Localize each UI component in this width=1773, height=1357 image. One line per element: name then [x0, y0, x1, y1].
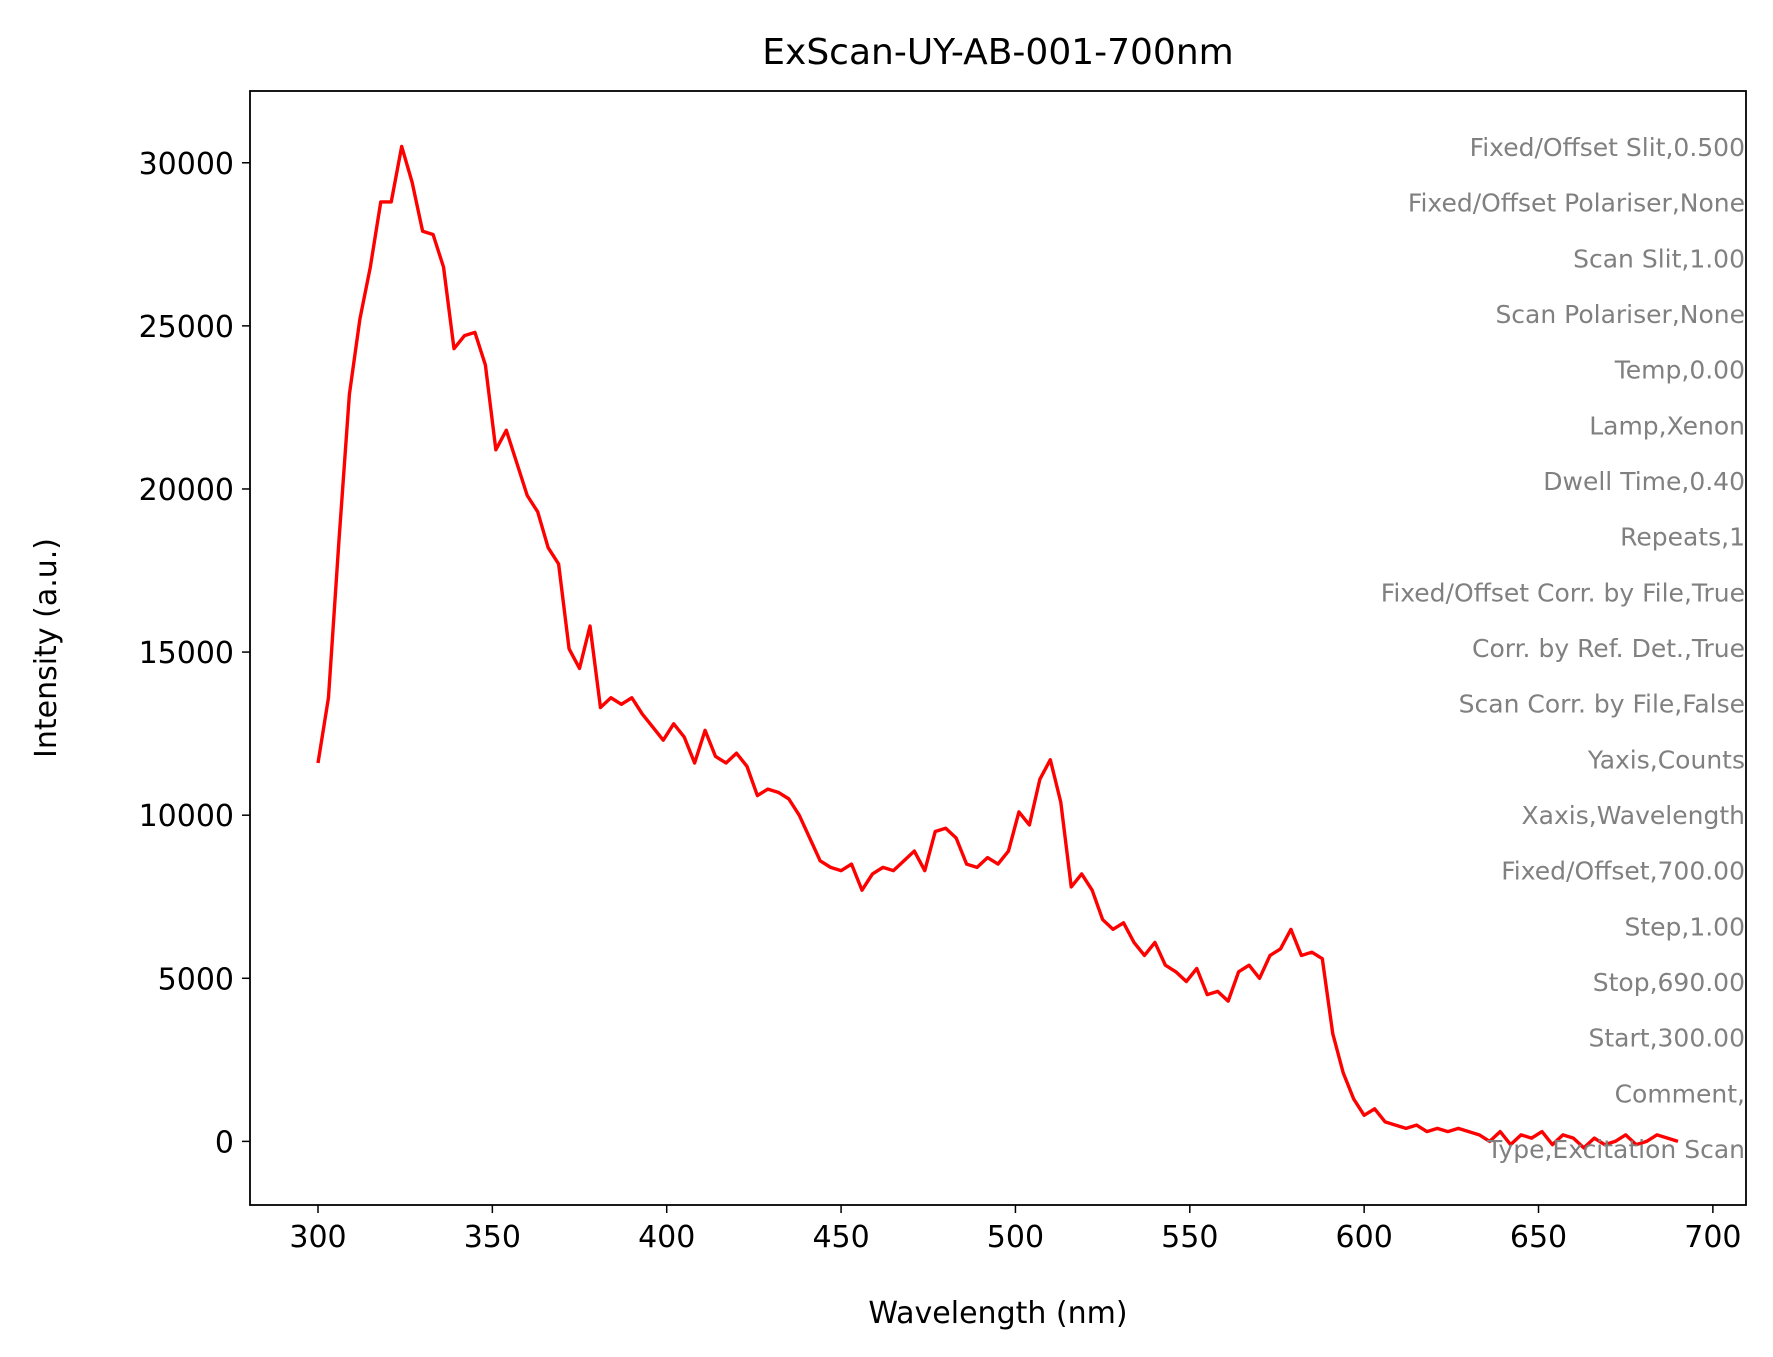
annotation: Scan Corr. by File,False [1459, 690, 1745, 719]
x-tick-label: 350 [464, 1220, 521, 1255]
annotation: Corr. by Ref. Det.,True [1472, 634, 1745, 663]
annotation: Type,Excitation Scan [1486, 1135, 1745, 1164]
annotation: Fixed/Offset Polariser,None [1408, 189, 1745, 218]
y-axis-label: Intensity (a.u.) [29, 538, 64, 758]
annotation: Scan Polariser,None [1495, 300, 1745, 329]
annotation: Dwell Time,0.40 [1543, 467, 1745, 496]
y-tick-label: 30000 [139, 147, 234, 182]
x-tick-label: 300 [289, 1220, 346, 1255]
annotation: Fixed/Offset Slit,0.500 [1470, 133, 1745, 162]
y-tick-label: 0 [215, 1125, 234, 1160]
chart-title: ExScan-UY-AB-001-700nm [762, 32, 1233, 73]
x-tick-label: 600 [1336, 1220, 1393, 1255]
data-line [316, 144, 1679, 1150]
annotation: Fixed/Offset Corr. by File,True [1381, 578, 1745, 607]
y-tick-label: 25000 [139, 310, 234, 345]
x-axis-label: Wavelength (nm) [868, 1296, 1127, 1331]
x-tick-label: 400 [638, 1220, 695, 1255]
plot-frame [249, 90, 1747, 1206]
x-tick-label: 700 [1684, 1220, 1741, 1255]
annotation: Comment, [1615, 1079, 1745, 1108]
annotation: Scan Slit,1.00 [1573, 244, 1745, 273]
annotation: Lamp,Xenon [1589, 411, 1745, 440]
annotation: Yaxis,Counts [1587, 745, 1745, 774]
y-tick-label: 15000 [139, 636, 234, 671]
annotation: Start,300.00 [1589, 1024, 1746, 1053]
x-tick-label: 550 [1161, 1220, 1218, 1255]
x-tick-label: 450 [812, 1220, 869, 1255]
x-tick-label: 500 [987, 1220, 1044, 1255]
annotation: Step,1.00 [1624, 912, 1745, 941]
annotation: Repeats,1 [1620, 523, 1745, 552]
annotation: Xaxis,Wavelength [1522, 801, 1745, 830]
y-tick-label: 10000 [139, 799, 234, 834]
annotation: Stop,690.00 [1593, 968, 1745, 997]
annotation: Fixed/Offset,700.00 [1501, 857, 1745, 886]
y-tick-label: 5000 [158, 962, 234, 997]
annotation: Temp,0.00 [1614, 356, 1745, 385]
y-tick-label: 20000 [139, 473, 234, 508]
x-tick-label: 650 [1510, 1220, 1567, 1255]
